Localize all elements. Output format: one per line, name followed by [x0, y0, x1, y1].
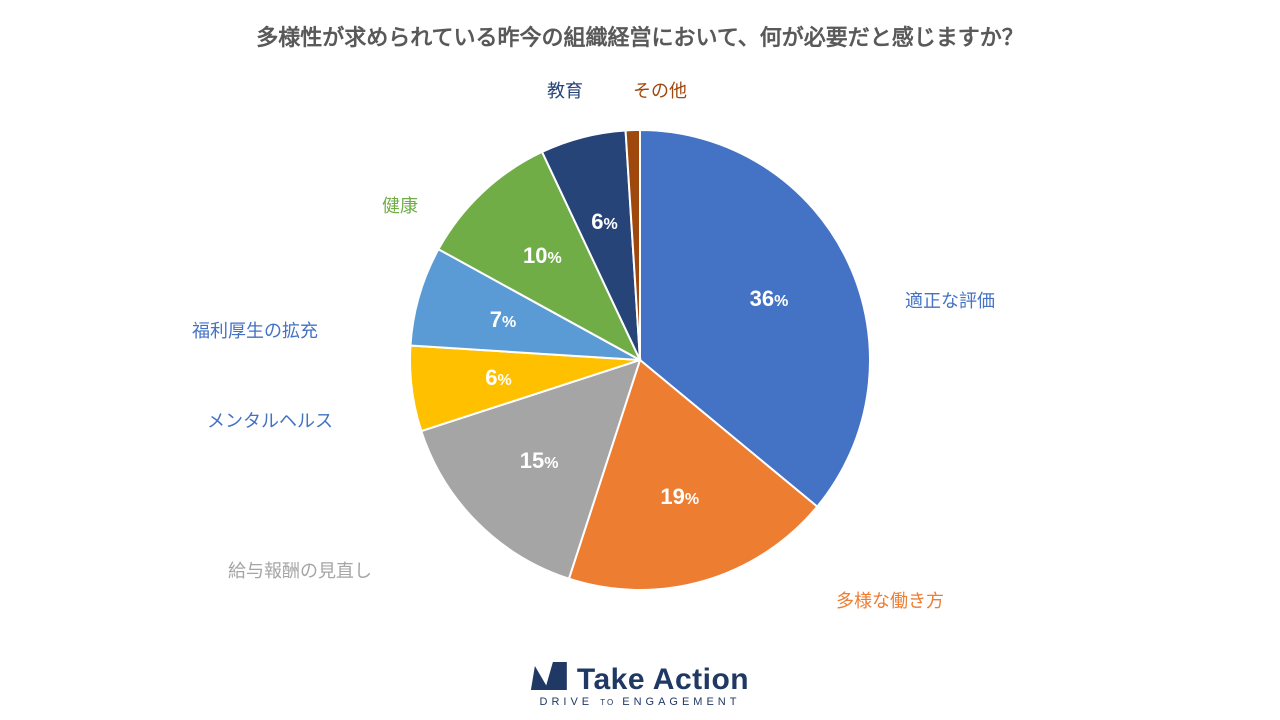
brand-name: Take Action [577, 663, 749, 697]
pie-slice-label: 福利厚生の拡充 [192, 317, 318, 343]
pie-slice-label: 適正な評価 [905, 287, 995, 313]
pie-svg [410, 130, 870, 590]
tagline-mid: TO [600, 698, 615, 707]
pie-pct-label: 10% [523, 243, 562, 269]
pie-slice-label: 給与報酬の見直し [228, 557, 372, 583]
pie-pct-label: 7% [490, 307, 516, 333]
brand-logo-main: Take Action [531, 662, 749, 698]
pie-slice-label: 教育 [547, 77, 583, 103]
tagline-left: DRIVE [540, 696, 594, 708]
pie-pct-label: 15% [520, 448, 559, 474]
brand-logo-mark-icon [531, 662, 567, 698]
chart-title: 多様性が求められている昨今の組織経営において、何が必要だと感じますか？ [0, 20, 1280, 52]
pie-slice-label: 多様な働き方 [836, 587, 944, 613]
pie-pct-label: 6% [485, 365, 511, 391]
pie-slice-label: その他 [633, 77, 687, 103]
pie-chart: 36%19%15%6%7%10%6%適正な評価多様な働き方給与報酬の見直しメンタ… [410, 130, 870, 590]
pie-pct-label: 6% [591, 209, 617, 235]
pie-chart-container: 36% 19% 15% 6% 7% 10% 6% 適正な評価多様な働き方 給与報酬の見直し メンタ… [0, 80, 1280, 640]
pie-pct-label: 19% [660, 484, 699, 510]
brand-logo: Take Action DRIVE TO ENGAGEMENT [531, 662, 749, 708]
tagline-right: ENGAGEMENT [622, 696, 740, 708]
brand-tagline: DRIVE TO ENGAGEMENT [531, 696, 749, 708]
pie-slice-label: メンタルヘルス [207, 407, 333, 433]
pie-pct-label: 36% [750, 286, 789, 312]
pie-slice-label: 健康 [382, 192, 418, 218]
